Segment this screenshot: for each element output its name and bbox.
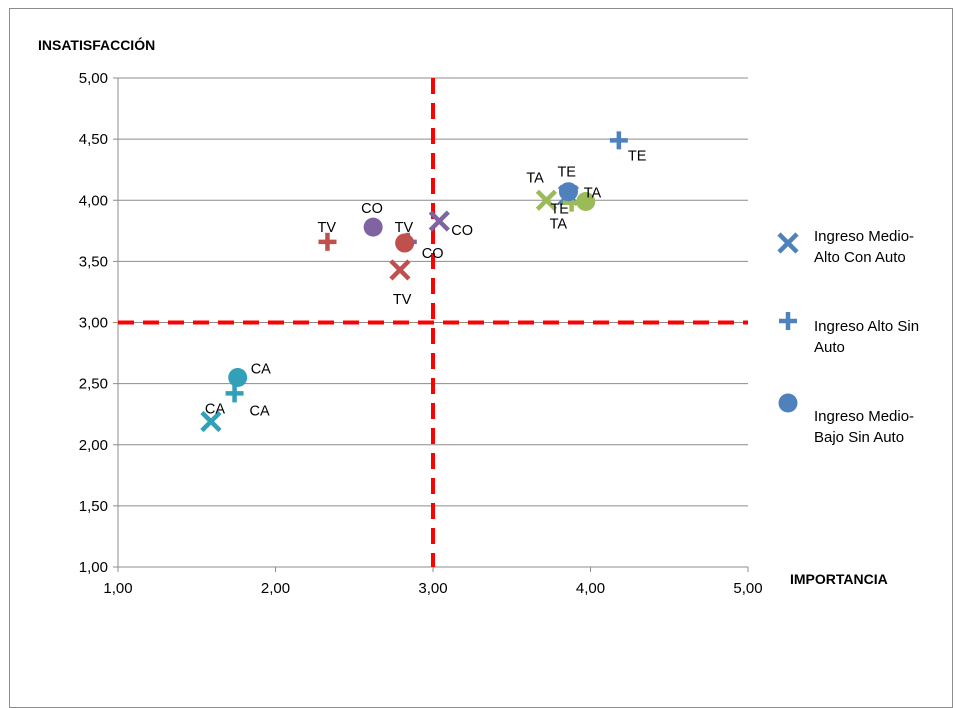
x-mark-stroke (389, 259, 411, 281)
y-tick-label: 4,00 (79, 192, 108, 209)
data-label: CA (250, 403, 270, 419)
legend-label: Alto Con Auto (814, 249, 906, 266)
legend-label: Bajo Sin Auto (814, 429, 904, 446)
data-label: TA (550, 217, 568, 233)
data-point-circle (558, 182, 578, 202)
x-tick-label: 5,00 (733, 580, 762, 597)
y-axis-title: INSATISFACCIÓN (38, 36, 155, 53)
legend-marker-circle (778, 393, 798, 413)
data-point-plus (225, 384, 244, 403)
data-point-plus (318, 232, 337, 251)
legend-label: Ingreso Medio- (814, 228, 914, 245)
data-point-circle (228, 368, 248, 388)
data-label: TA (526, 170, 544, 186)
data-label: CA (251, 362, 271, 378)
x-axis-title: IMPORTANCIA (790, 571, 888, 587)
data-label: TV (317, 220, 336, 236)
x-tick-label: 2,00 (261, 580, 290, 597)
data-point-circle (363, 217, 383, 237)
data-label: CO (361, 201, 383, 217)
reference-lines (118, 78, 748, 567)
data-label: TE (550, 201, 569, 217)
x-tick-label: 3,00 (418, 580, 447, 597)
data-point-plus (609, 131, 628, 150)
x-tick-label: 1,00 (103, 580, 132, 597)
y-tick-label: 1,50 (79, 498, 108, 515)
x-mark-stroke (200, 410, 222, 433)
data-label: TV (395, 220, 414, 236)
legend-label: Ingreso Alto Sin (814, 318, 919, 335)
data-point-circle (576, 191, 596, 211)
y-tick-label: 2,00 (79, 437, 108, 454)
data-point-x (535, 189, 557, 211)
data-point-x (428, 210, 450, 232)
legend-label: Ingreso Medio- (814, 408, 914, 425)
x-tick-label: 4,00 (576, 580, 605, 597)
data-point-x (389, 259, 411, 281)
x-mark-stroke (428, 210, 450, 232)
x-mark-stroke (535, 189, 557, 211)
scatter-chart: 1,00 1,50 2,00 2,50 3,00 3,50 4,00 4,50 5,00 1,00… (38, 36, 919, 597)
x-mark-stroke (777, 232, 799, 254)
y-tick-label: 3,50 (79, 253, 108, 270)
legend-marker-x (777, 232, 799, 254)
legend: Ingreso Medio- Alto Con Auto Ingreso Alto … (777, 228, 919, 446)
y-tick-label: 3,00 (79, 315, 108, 332)
data-point-circle (395, 233, 415, 253)
y-tick-label: 5,00 (79, 70, 108, 87)
data-label: CO (422, 246, 444, 262)
legend-marker-plus (779, 312, 797, 330)
y-tick-label: 1,00 (79, 559, 108, 576)
axes: 1,00 1,50 2,00 2,50 3,00 3,50 4,00 4,50 5,00 1,00… (79, 70, 763, 597)
y-tick-label: 4,50 (79, 131, 108, 148)
data-label: TE (628, 148, 647, 164)
y-tick-label: 2,50 (79, 376, 108, 393)
legend-label: Auto (814, 339, 845, 356)
data-label: CO (451, 223, 473, 239)
data-label: TA (584, 185, 602, 201)
data-label: TE (557, 165, 576, 181)
data-label: TV (393, 292, 412, 308)
data-point-x (200, 410, 222, 433)
data-label: CA (205, 402, 225, 418)
